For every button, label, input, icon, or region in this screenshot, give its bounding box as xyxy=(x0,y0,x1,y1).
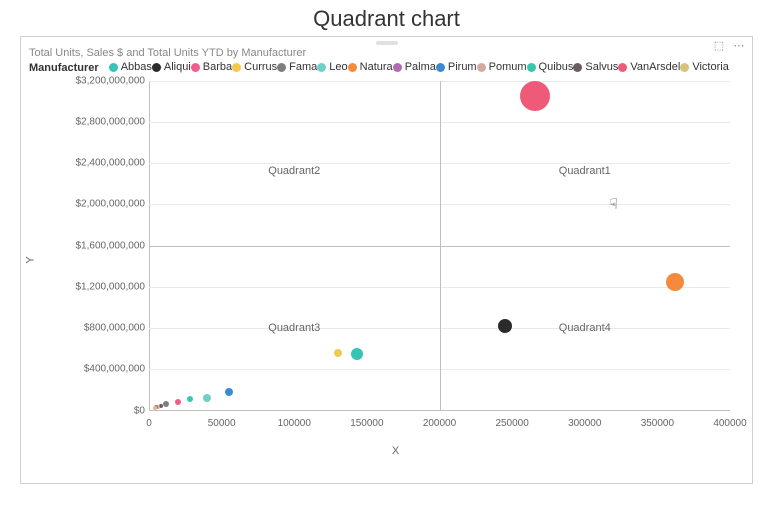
x-tick-label: 200000 xyxy=(423,418,456,429)
more-options-icon[interactable]: ⋯ xyxy=(732,39,746,51)
legend-swatch-icon xyxy=(232,63,241,72)
legend-item[interactable]: Pirum xyxy=(436,61,477,73)
legend-item-label: Pomum xyxy=(489,61,527,73)
x-tick-label: 0 xyxy=(146,418,152,429)
y-tick-label: $2,000,000,000 xyxy=(75,199,145,210)
y-tick-label: $1,200,000,000 xyxy=(75,281,145,292)
x-tick-label: 50000 xyxy=(208,418,236,429)
legend-item[interactable]: Aliqui xyxy=(152,61,191,73)
legend-item[interactable]: Natura xyxy=(348,61,393,73)
legend-swatch-icon xyxy=(152,63,161,72)
legend-item-label: Fama xyxy=(289,61,317,73)
x-tick-label: 150000 xyxy=(350,418,383,429)
legend-category-label: Manufacturer xyxy=(29,62,99,74)
data-point[interactable] xyxy=(175,399,181,405)
data-point[interactable] xyxy=(163,401,169,407)
x-tick-label: 400000 xyxy=(713,418,746,429)
y-tick-label: $3,200,000,000 xyxy=(75,75,145,86)
x-tick-label: 350000 xyxy=(641,418,674,429)
page-title: Quadrant chart xyxy=(0,0,773,36)
legend-swatch-icon xyxy=(393,63,402,72)
legend-item-label: Currus xyxy=(244,61,277,73)
legend-item-label: Abbas xyxy=(121,61,152,73)
data-point[interactable] xyxy=(187,396,193,402)
legend-item-label: Palma xyxy=(405,61,436,73)
legend-swatch-icon xyxy=(680,63,689,72)
legend-item[interactable]: Barba xyxy=(191,61,232,73)
legend-item[interactable]: VanArsdel xyxy=(618,61,680,73)
y-tick-label: $1,600,000,000 xyxy=(75,240,145,251)
y-axis-label: Y xyxy=(25,256,37,263)
quadrant-label: Quadrant4 xyxy=(559,322,611,334)
y-tick-label: $400,000,000 xyxy=(84,364,145,375)
quadrant-label: Quadrant1 xyxy=(559,165,611,177)
legend-swatch-icon xyxy=(436,63,445,72)
y-tick-label: $800,000,000 xyxy=(84,323,145,334)
legend-item-label: Aliqui xyxy=(164,61,191,73)
legend-item[interactable]: Victoria xyxy=(680,61,728,73)
data-point[interactable] xyxy=(666,273,684,291)
legend-swatch-icon xyxy=(277,63,286,72)
legend-swatch-icon xyxy=(191,63,200,72)
legend-swatch-icon xyxy=(618,63,627,72)
x-axis-label: X xyxy=(392,445,399,457)
legend-swatch-icon xyxy=(317,63,326,72)
legend-swatch-icon xyxy=(527,63,536,72)
x-tick-label: 250000 xyxy=(495,418,528,429)
legend-item[interactable]: Quibus xyxy=(527,61,574,73)
drag-handle[interactable] xyxy=(376,41,398,45)
x-tick-label: 300000 xyxy=(568,418,601,429)
data-point[interactable] xyxy=(334,349,342,357)
legend-item[interactable]: Pomum xyxy=(477,61,527,73)
quadrant-label: Quadrant2 xyxy=(268,165,320,177)
legend-item-label: Quibus xyxy=(539,61,574,73)
legend-item-label: Barba xyxy=(203,61,232,73)
chart-area: Y Quadrant1Quadrant2Quadrant3Quadrant4☟ … xyxy=(49,81,742,439)
chart-card: ⬚ ⋯ Total Units, Sales $ and Total Units… xyxy=(20,36,753,484)
x-tick-label: 100000 xyxy=(278,418,311,429)
quadrant-divider-horizontal xyxy=(149,246,730,247)
data-point[interactable] xyxy=(498,319,512,333)
legend-item-label: VanArsdel xyxy=(630,61,680,73)
legend-item-label: Salvus xyxy=(585,61,618,73)
data-point[interactable] xyxy=(225,388,233,396)
legend-item[interactable]: Abbas xyxy=(109,61,152,73)
data-point[interactable] xyxy=(520,81,550,111)
legend-item[interactable]: Currus xyxy=(232,61,277,73)
legend-item-label: Leo xyxy=(329,61,347,73)
y-tick-label: $2,400,000,000 xyxy=(75,158,145,169)
legend-swatch-icon xyxy=(477,63,486,72)
legend-item[interactable]: Fama xyxy=(277,61,317,73)
legend-item[interactable]: Salvus xyxy=(573,61,618,73)
legend-swatch-icon xyxy=(109,63,118,72)
data-point[interactable] xyxy=(351,348,363,360)
legend-item[interactable]: Palma xyxy=(393,61,436,73)
data-point[interactable] xyxy=(203,394,211,402)
focus-mode-icon[interactable]: ⬚ xyxy=(712,39,726,51)
legend-swatch-icon xyxy=(573,63,582,72)
legend-item-label: Victoria xyxy=(692,61,728,73)
legend-item-label: Pirum xyxy=(448,61,477,73)
legend-item-label: Natura xyxy=(360,61,393,73)
legend-item[interactable]: Leo xyxy=(317,61,347,73)
plot-area[interactable]: Quadrant1Quadrant2Quadrant3Quadrant4☟ xyxy=(149,81,730,411)
data-point[interactable] xyxy=(153,406,157,410)
legend-swatch-icon xyxy=(348,63,357,72)
y-tick-label: $0 xyxy=(134,405,145,416)
y-tick-label: $2,800,000,000 xyxy=(75,116,145,127)
quadrant-label: Quadrant3 xyxy=(268,322,320,334)
